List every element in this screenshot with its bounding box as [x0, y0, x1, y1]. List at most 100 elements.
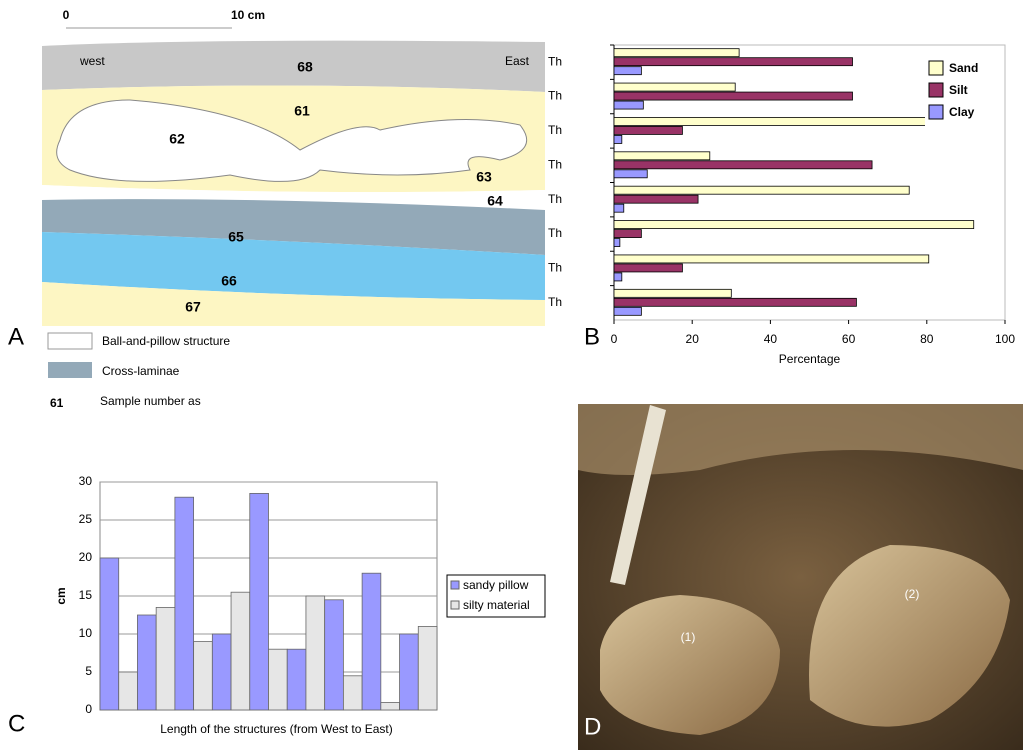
bar [156, 607, 175, 710]
y-tick-label: 10 [79, 626, 93, 640]
x-tick-label: 0 [611, 332, 618, 346]
diagram: 0 10 cm west East 68 61 62 63 64 65 66 6… [42, 8, 545, 410]
layer-label: 68 [297, 59, 313, 75]
bar [614, 298, 856, 306]
bar [418, 626, 437, 710]
legend-text: sandy pillow [463, 578, 529, 592]
bar [614, 204, 624, 212]
legend-text: Clay [949, 105, 975, 119]
y-tick-label: Th [548, 295, 562, 309]
legend-text: Ball-and-pillow structure [102, 334, 230, 348]
y-tick-label: Th [548, 157, 562, 171]
bar [212, 634, 231, 710]
legend-swatch [451, 601, 459, 609]
legend-text: Sample number as [100, 394, 201, 408]
bar [306, 596, 325, 710]
photo-label: (1) [681, 630, 696, 644]
bar [614, 161, 872, 169]
bar [269, 649, 288, 710]
panel-label: B [584, 323, 600, 350]
bar [250, 493, 269, 710]
figure: 0 10 cm west East 68 61 62 63 64 65 66 6… [0, 0, 1023, 750]
layer-label: 67 [185, 299, 201, 315]
legend-swatch [451, 581, 459, 589]
side-label: west [79, 54, 105, 68]
bar [614, 195, 698, 203]
legend-text: silty material [463, 598, 530, 612]
x-tick-label: 80 [920, 332, 934, 346]
legend-swatch [929, 105, 943, 119]
bar [614, 67, 641, 75]
layer-label: 61 [294, 103, 310, 119]
layer [42, 41, 545, 92]
bar [614, 126, 682, 134]
y-tick-label: Th [548, 192, 562, 206]
bar [614, 255, 929, 263]
bar [325, 600, 344, 710]
bar [614, 92, 853, 100]
legend-swatch [929, 83, 943, 97]
legend-text: Silt [949, 83, 968, 97]
x-axis-label: Percentage [779, 352, 841, 366]
bar [614, 58, 853, 66]
y-tick-label: 30 [79, 474, 93, 488]
x-tick-label: 60 [842, 332, 856, 346]
bar [614, 239, 620, 247]
y-tick-label: Th [548, 123, 562, 137]
x-axis-label: Length of the structures (from West to E… [160, 722, 393, 736]
scale-label: 0 [63, 8, 70, 22]
bar [614, 230, 641, 238]
y-tick-label: Th [548, 89, 562, 103]
legend-text: Cross-laminae [102, 364, 180, 378]
bar [614, 289, 731, 297]
bar [614, 49, 739, 57]
bar [362, 573, 381, 710]
y-tick-label: 5 [85, 664, 92, 678]
panel-label: D [584, 713, 601, 740]
photo: (1) (2) [578, 404, 1023, 750]
y-tick-label: 15 [79, 588, 93, 602]
bar [287, 649, 306, 710]
bar [175, 497, 194, 710]
y-tick-label: Th [548, 261, 562, 275]
layer-label: 66 [221, 273, 237, 289]
layer-label: 64 [487, 193, 503, 209]
layer-label: 62 [169, 131, 185, 147]
scale-label: 10 cm [231, 8, 265, 22]
panel-label: C [8, 710, 25, 737]
bar [614, 83, 735, 91]
y-axis-label: cm [54, 587, 68, 604]
bar [400, 634, 419, 710]
bar [614, 117, 927, 125]
bar [614, 135, 622, 143]
bar [137, 615, 156, 710]
photo-label: (2) [905, 587, 920, 601]
y-tick-label: 0 [85, 702, 92, 716]
y-tick-label: 25 [79, 512, 93, 526]
bar [100, 558, 119, 710]
bar [614, 101, 643, 109]
layer-label: 65 [228, 229, 244, 245]
bar [614, 186, 909, 194]
bar [381, 702, 400, 710]
x-tick-label: 20 [686, 332, 700, 346]
bar [194, 642, 213, 710]
bar [614, 273, 622, 281]
y-tick-label: Th [548, 54, 562, 68]
x-tick-label: 100 [995, 332, 1015, 346]
legend-swatch [48, 333, 92, 349]
y-tick-label: Th [548, 226, 562, 240]
bar [614, 221, 974, 229]
legend-swatch [48, 362, 92, 378]
layer-label: 63 [476, 169, 492, 185]
bar [614, 152, 710, 160]
y-tick-label: 20 [79, 550, 93, 564]
bar [231, 592, 250, 710]
x-tick-label: 40 [764, 332, 778, 346]
bar [343, 676, 362, 710]
bar [614, 307, 641, 315]
legend-text: Sand [949, 61, 978, 75]
bar [614, 264, 682, 272]
panel-label: A [8, 323, 24, 350]
bar [614, 170, 647, 178]
